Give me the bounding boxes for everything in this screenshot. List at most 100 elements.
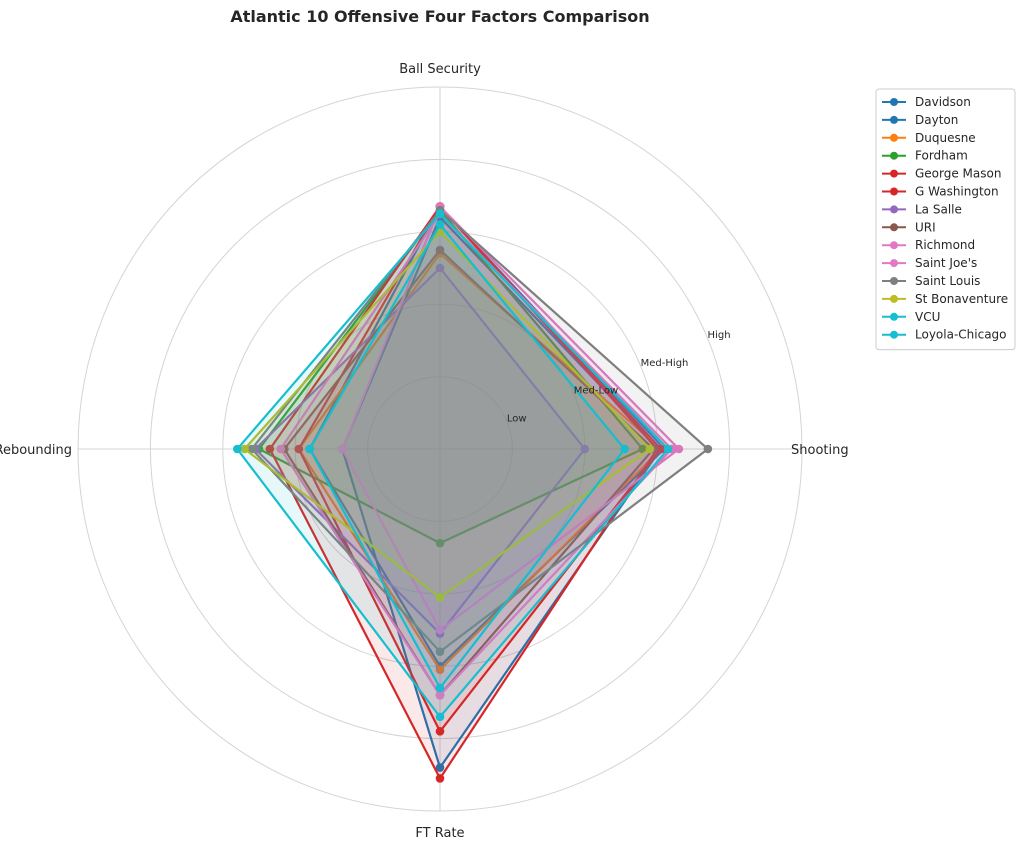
legend-label: Duquesne (915, 131, 976, 145)
legend-label: Dayton (915, 113, 958, 127)
data-point (435, 593, 445, 602)
data-point (435, 263, 445, 273)
legend-label: Loyola-Chicago (915, 328, 1007, 342)
data-point (337, 444, 347, 454)
legend-marker (890, 330, 898, 339)
legend-label: Saint Louis (915, 274, 980, 288)
axis-labels: Ball Security Shooting FT Rate Off Reboundi… (0, 62, 849, 841)
legend-item: Saint Joe's (882, 256, 977, 270)
legend-item: Dayton (882, 113, 958, 127)
legend-label: George Mason (915, 167, 1001, 181)
series-area (255, 268, 585, 634)
data-point (435, 712, 445, 722)
ring-labels: Low Med-Low Med-High High (507, 330, 731, 424)
ring-label: Low (507, 413, 527, 424)
data-point (276, 444, 286, 454)
data-point (435, 774, 445, 783)
ring-label: High (708, 330, 731, 341)
data-point (435, 763, 445, 772)
series-loyola-chicago (232, 209, 673, 722)
legend-item: Loyola-Chicago (882, 328, 1007, 342)
data-point (435, 683, 445, 693)
data-point (435, 690, 445, 700)
series-area (298, 253, 661, 670)
legend-item: St Bonaventure (882, 292, 1008, 306)
series-area (342, 217, 661, 768)
legend-marker (890, 151, 898, 160)
legend-item: Davidson (882, 95, 971, 109)
legend-marker (890, 294, 898, 303)
legend-marker (890, 187, 898, 196)
data-point (435, 245, 445, 255)
legend-marker (890, 115, 898, 124)
legend: Davidson Dayton Duquesne Fordham George Maso… (875, 88, 1016, 351)
data-point (435, 220, 445, 229)
ring-label: Med-Low (574, 386, 618, 397)
series-area (244, 231, 650, 598)
legend-label: La Salle (915, 202, 962, 216)
data-point (703, 444, 713, 454)
data-point (638, 444, 648, 454)
chart-title: Atlantic 10 Offensive Four Factors Compa… (230, 7, 649, 26)
data-point (580, 444, 590, 454)
legend-label: VCU (915, 310, 940, 324)
legend-label: St Bonaventure (915, 292, 1008, 306)
legend-item: La Salle (882, 202, 962, 216)
series-layer (232, 202, 713, 783)
legend-item: Duquesne (882, 131, 976, 145)
data-point (435, 209, 445, 218)
data-point (265, 444, 275, 454)
legend-marker (890, 277, 898, 285)
data-point (232, 444, 242, 454)
legend-marker (890, 223, 898, 232)
legend-label: Davidson (915, 95, 971, 109)
data-point (435, 625, 445, 635)
legend-label: Richmond (915, 238, 975, 252)
legend-item: G Washington (882, 185, 999, 199)
series-area (237, 213, 669, 717)
data-point (663, 444, 673, 454)
legend-marker (890, 98, 898, 106)
data-point (620, 444, 629, 454)
data-point (645, 444, 655, 454)
data-point (435, 727, 445, 736)
data-point (435, 665, 445, 675)
legend-item: George Mason (882, 167, 1001, 181)
legend-label: G Washington (915, 185, 999, 199)
legend-item: Fordham (882, 149, 968, 163)
legend-marker (890, 241, 898, 250)
data-point (305, 444, 314, 454)
legend-item: Richmond (882, 238, 975, 252)
legend-marker (890, 205, 898, 214)
legend-frame (875, 88, 1016, 351)
series-vcu (305, 220, 629, 693)
legend-marker (890, 169, 898, 178)
legend-item: Saint Louis (882, 274, 980, 288)
series-g-washington (294, 202, 666, 736)
legend-label: Fordham (915, 149, 968, 163)
data-point (435, 647, 445, 657)
legend-label: Saint Joe's (915, 256, 977, 270)
legend-marker (890, 259, 898, 268)
data-point (247, 444, 257, 454)
series-area (309, 224, 625, 688)
series-area (298, 206, 661, 732)
series-area (259, 210, 643, 544)
legend-label: URI (915, 220, 936, 234)
series-area (342, 206, 679, 630)
data-point (294, 444, 304, 454)
data-point (240, 444, 249, 454)
legend-marker (890, 133, 898, 142)
axis-label: Off Rebounding (0, 443, 72, 458)
axis-label: Shooting (791, 443, 849, 458)
legend-item: VCU (882, 310, 940, 324)
legend-marker (890, 312, 898, 321)
axis-label: FT Rate (415, 826, 464, 841)
legend-item: URI (882, 220, 936, 234)
data-point (656, 444, 666, 454)
axis-label: Ball Security (399, 62, 481, 77)
ring-label: Med-High (641, 358, 689, 369)
data-point (435, 538, 445, 548)
data-point (674, 444, 684, 454)
